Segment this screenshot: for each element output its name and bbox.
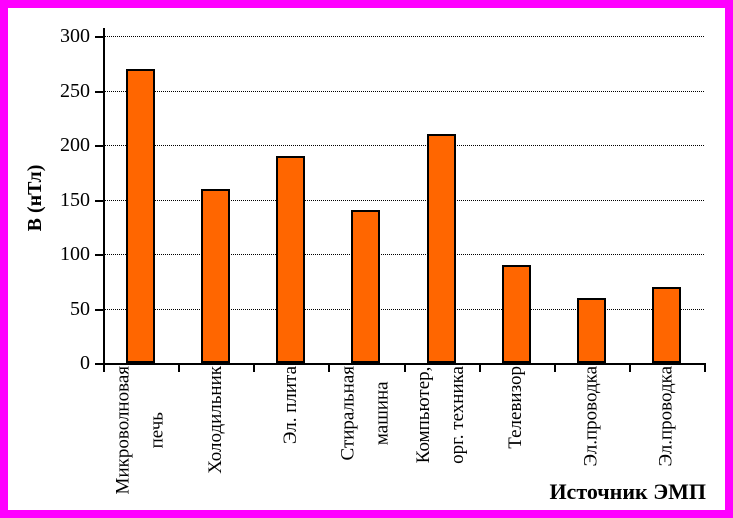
gridline-200 bbox=[105, 145, 704, 146]
y-axis-title: В (нТл) bbox=[24, 164, 46, 232]
category-label-3: Стиральная машина bbox=[337, 366, 393, 461]
x-tick-4 bbox=[404, 365, 406, 372]
y-tick-250 bbox=[95, 91, 103, 93]
y-tick-label-200: 200 bbox=[60, 134, 90, 156]
x-tick-1 bbox=[178, 365, 180, 372]
x-axis-line bbox=[103, 363, 706, 365]
x-axis-title: Источник ЭМП bbox=[549, 479, 706, 504]
y-tick-300 bbox=[95, 36, 103, 38]
category-label-5: Телевизор bbox=[505, 366, 527, 449]
y-tick-label-150: 150 bbox=[60, 189, 90, 211]
y-tick-0 bbox=[95, 363, 103, 365]
x-tick-2 bbox=[253, 365, 255, 372]
bar-2 bbox=[276, 156, 305, 363]
y-axis-line bbox=[103, 28, 105, 365]
bar-3 bbox=[351, 210, 380, 363]
bar-1 bbox=[201, 189, 230, 363]
y-tick-label-250: 250 bbox=[60, 80, 90, 102]
y-tick-label-50: 50 bbox=[70, 298, 90, 320]
category-label-1: Холодильник bbox=[204, 366, 226, 474]
y-tick-50 bbox=[95, 309, 103, 311]
bar-6 bbox=[577, 298, 606, 363]
category-label-0: Микроволновая печь bbox=[112, 366, 168, 495]
x-tick-7 bbox=[629, 365, 631, 372]
gridline-250 bbox=[105, 91, 704, 92]
y-tick-label-0: 0 bbox=[80, 352, 90, 374]
x-tick-0 bbox=[103, 365, 105, 372]
gridline-100 bbox=[105, 254, 704, 255]
category-label-4: Компьютер, орг. техника bbox=[413, 366, 469, 464]
y-tick-200 bbox=[95, 145, 103, 147]
bar-7 bbox=[652, 287, 681, 363]
x-tick-3 bbox=[328, 365, 330, 372]
x-tick-8 bbox=[704, 365, 706, 372]
category-label-2: Эл. плита bbox=[279, 366, 301, 445]
bar-5 bbox=[502, 265, 531, 363]
y-tick-150 bbox=[95, 200, 103, 202]
gridline-150 bbox=[105, 200, 704, 201]
category-label-6: Эл.проводка bbox=[580, 366, 602, 467]
bar-4 bbox=[427, 134, 456, 363]
x-tick-5 bbox=[479, 365, 481, 372]
x-tick-6 bbox=[554, 365, 556, 372]
y-tick-label-300: 300 bbox=[60, 25, 90, 47]
plot-canvas: 0 50 100 150 200 250 300 Микроволновая печь Хол… bbox=[8, 8, 725, 510]
y-tick-100 bbox=[95, 254, 103, 256]
gridline-300 bbox=[105, 36, 704, 37]
category-label-7: Эл.проводка bbox=[655, 366, 677, 467]
bar-0 bbox=[126, 69, 155, 363]
y-tick-label-100: 100 bbox=[60, 243, 90, 265]
gridline-50 bbox=[105, 309, 704, 310]
